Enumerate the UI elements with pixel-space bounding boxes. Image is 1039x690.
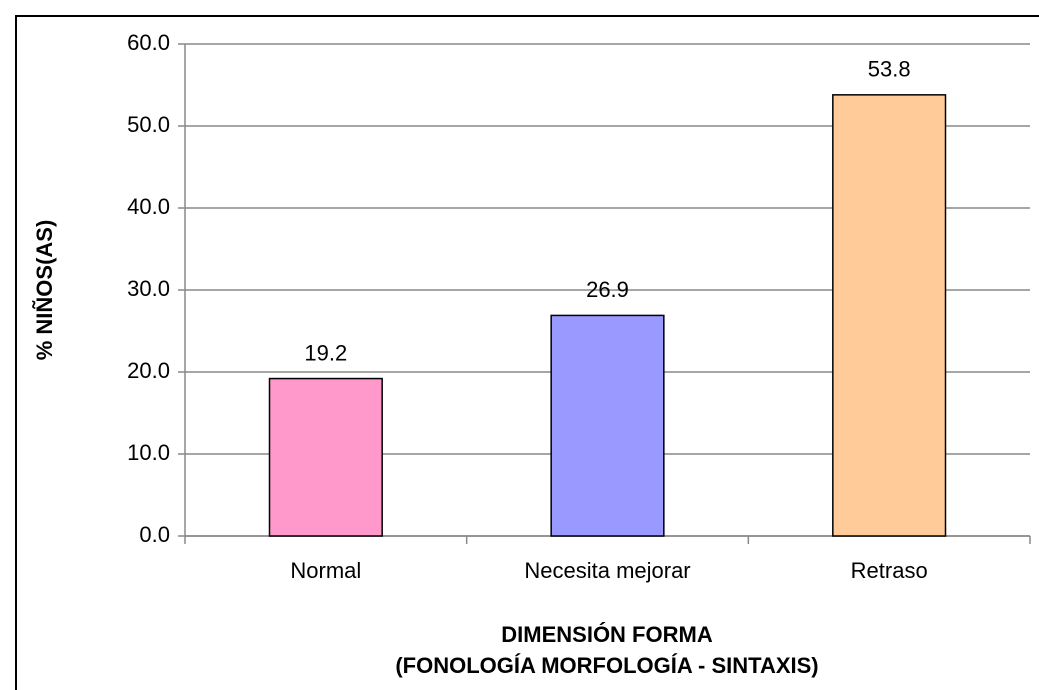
y-tick-label: 10.0: [127, 440, 170, 465]
y-tick-label: 60.0: [127, 30, 170, 55]
bar: [268, 377, 383, 537]
data-label: 26.9: [586, 277, 629, 302]
y-tick-label: 50.0: [127, 112, 170, 137]
bar: [550, 314, 665, 537]
y-tick-label: 30.0: [127, 276, 170, 301]
y-tick-label: 20.0: [127, 358, 170, 383]
x-tick-label: Retraso: [851, 558, 928, 583]
data-label: 19.2: [304, 340, 347, 365]
x-axis-label: (FONOLOGÍA MORFOLOGÍA - SINTAXIS): [395, 653, 818, 678]
data-label: 53.8: [868, 57, 911, 82]
bar: [832, 94, 947, 537]
y-tick-label: 40.0: [127, 194, 170, 219]
x-axis-label: DIMENSIÓN FORMA: [501, 622, 713, 647]
y-tick-label: 0.0: [139, 522, 170, 547]
y-axis-label: % NIÑOS(AS): [32, 220, 57, 361]
x-tick-label: Normal: [290, 558, 361, 583]
x-tick-label: Necesita mejorar: [524, 558, 690, 583]
